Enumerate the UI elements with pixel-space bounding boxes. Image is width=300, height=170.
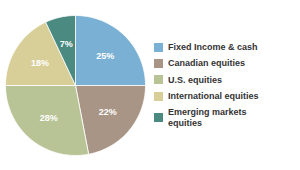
svg-text:18%: 18% [31,58,49,68]
html-text:International equities: International equities [168,91,259,101]
svg-text:28%: 28% [40,113,58,123]
html-text:Emerging markets equities: Emerging markets equities [168,107,247,128]
svg-text:7%: 7% [60,39,73,49]
svg-text:22%: 22% [99,107,117,117]
html-text:Canadian equities: Canadian equities [168,58,245,69]
html-text:Fixed Income & cash: Fixed Income & cash [168,42,258,52]
svg-text:25%: 25% [96,51,114,61]
html-text:U.S. equities: U.S. equities [168,74,222,85]
